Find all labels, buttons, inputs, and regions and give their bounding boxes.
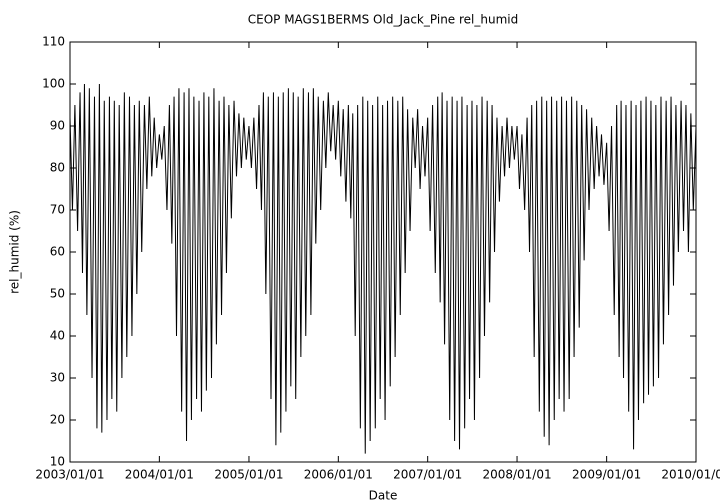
y-axis-label: rel_humid (%): [8, 210, 22, 294]
x-tick-label: 2009/01/01: [572, 468, 641, 482]
chart-title: CEOP MAGS1BERMS Old_Jack_Pine rel_humid: [248, 13, 518, 27]
y-tick-label: 60: [50, 245, 65, 259]
y-tick-label: 70: [50, 203, 65, 217]
x-tick-label: 2010/01/01: [661, 468, 720, 482]
y-tick-label: 30: [50, 371, 65, 385]
x-tick-label: 2008/01/01: [482, 468, 551, 482]
x-tick-label: 2004/01/01: [125, 468, 194, 482]
x-tick-label: 2007/01/01: [393, 468, 462, 482]
x-axis-label: Date: [369, 489, 398, 503]
x-tick-label: 2003/01/01: [35, 468, 104, 482]
y-tick-label: 40: [50, 329, 65, 343]
y-tick-label: 20: [50, 413, 65, 427]
x-tick-label: 2006/01/01: [304, 468, 373, 482]
x-tick-label: 2005/01/01: [214, 468, 283, 482]
y-tick-label: 90: [50, 119, 65, 133]
y-tick-label: 110: [42, 35, 65, 49]
y-tick-label: 80: [50, 161, 65, 175]
y-tick-label: 100: [42, 77, 65, 91]
y-tick-label: 50: [50, 287, 65, 301]
y-tick-label: 10: [50, 455, 65, 469]
data-line: [69, 83, 697, 454]
